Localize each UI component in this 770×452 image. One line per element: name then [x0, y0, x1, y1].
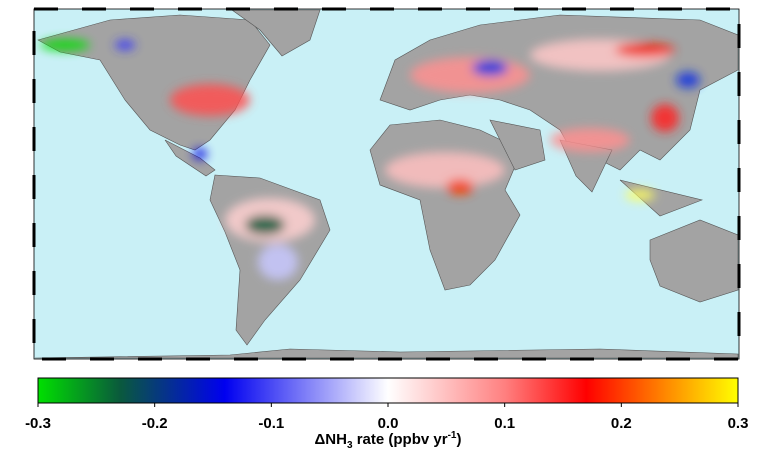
tick-label: -0.3	[25, 415, 51, 432]
tick-label: 0.3	[728, 415, 749, 432]
north-america	[37, 14, 271, 151]
tick-label: 0.1	[494, 415, 515, 432]
colorbar-label: ΔNH3 rate (ppbv yr-1)	[315, 430, 462, 451]
map	[32, 7, 741, 361]
tick-label: -0.1	[258, 415, 284, 432]
tick-label: 0.2	[611, 415, 632, 432]
label-text: rate (ppbv yr	[353, 431, 448, 448]
colorbar-ticks: -0.3 -0.2 -0.1 0.0 0.1 0.2 0.3	[25, 403, 748, 432]
label-end: )	[456, 431, 461, 448]
label-superscript: -1	[448, 430, 457, 441]
tick-label: 0.0	[378, 415, 399, 432]
rate-patches	[40, 39, 700, 280]
greenland	[231, 9, 321, 57]
australia	[649, 219, 739, 303]
label-subscript: 3	[347, 440, 353, 451]
tick-label: -0.2	[142, 415, 168, 432]
colorbar	[37, 377, 739, 404]
label-symbol: ΔNH	[315, 431, 347, 448]
arabia	[489, 119, 546, 171]
map-border	[33, 8, 740, 360]
